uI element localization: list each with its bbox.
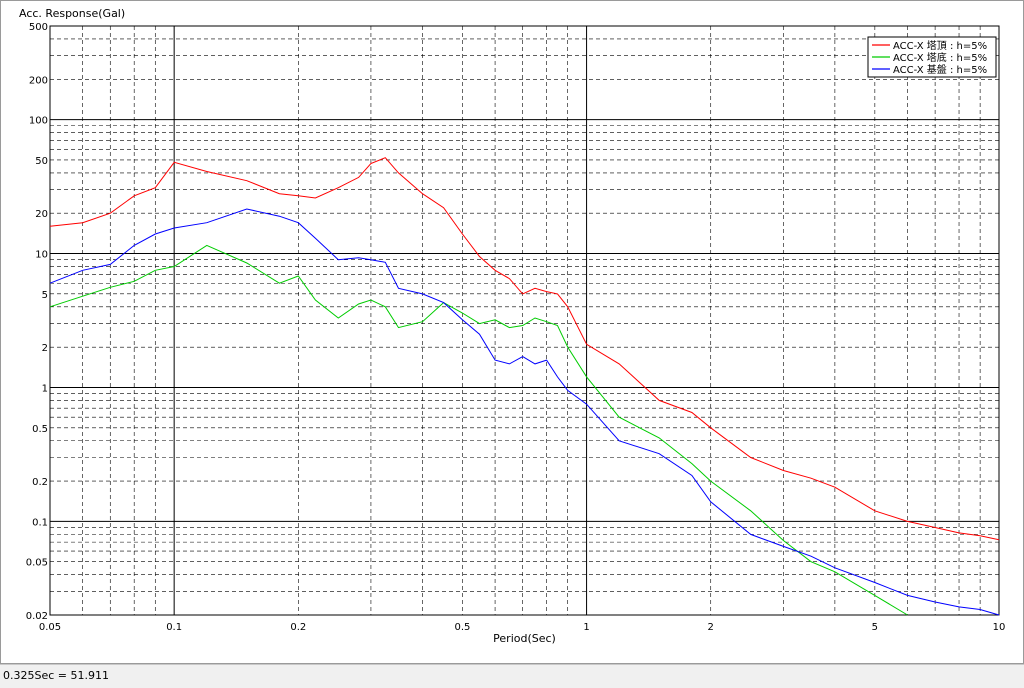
- y-tick-label: 20: [35, 209, 48, 220]
- y-tick-label: 2: [42, 343, 48, 354]
- y-tick-label: 0.02: [26, 611, 48, 622]
- y-tick-label: 1: [42, 383, 48, 394]
- y-tick-label: 200: [29, 75, 48, 86]
- y-tick-labels: 500 200 100 50 20 10 5 2 1 0.5 0.2 0.1 0.05 0.02: [26, 22, 48, 622]
- legend-entry: ACC-X 塔頂 : h=5%: [893, 39, 987, 52]
- y-tick-label: 100: [29, 116, 48, 127]
- x-axis-title: Period(Sec): [493, 632, 556, 645]
- x-tick-label: 0.05: [39, 622, 61, 633]
- y-tick-label: 500: [29, 22, 48, 33]
- y-tick-label: 0.5: [32, 424, 48, 435]
- y-tick-label: 5: [42, 290, 48, 301]
- y-tick-label: 50: [35, 156, 48, 167]
- legend: ACC-X 塔頂 : h=5%ACC-X 塔底 : h=5%ACC-X 基盤 :…: [867, 36, 997, 78]
- series-layer: [49, 157, 1000, 616]
- legend-entry: ACC-X 基盤 : h=5%: [893, 63, 987, 76]
- x-tick-label: 10: [993, 622, 1006, 633]
- x-tick-labels: 0.05 0.1 0.2 0.5 1 2 5 10: [39, 622, 1006, 633]
- minor-grid: [49, 25, 999, 616]
- y-axis-title: Acc. Response(Gal): [19, 7, 125, 20]
- x-tick-label: 0.5: [454, 622, 470, 633]
- y-tick-label: 0.2: [32, 477, 48, 488]
- x-tick-label: 5: [872, 622, 878, 633]
- x-tick-label: 1: [583, 622, 589, 633]
- series-line-3: [49, 208, 1000, 616]
- x-tick-label: 0.1: [166, 622, 182, 633]
- legend-box: [867, 36, 997, 78]
- plot-area: [49, 25, 1000, 616]
- y-tick-label: 10: [35, 250, 48, 261]
- x-tick-label: 0.2: [290, 622, 306, 633]
- series-line-1: [49, 157, 1000, 541]
- major-grid: [50, 26, 1000, 615]
- legend-entry: ACC-X 塔底 : h=5%: [893, 51, 987, 64]
- y-tick-label: 0.1: [32, 517, 48, 528]
- y-tick-label: 0.05: [26, 558, 48, 569]
- status-readout: 0.325Sec = 51.911: [3, 669, 109, 682]
- series-line-2: [49, 244, 908, 616]
- x-tick-label: 2: [708, 622, 714, 633]
- chart-window: 500 200 100 50 20 10 5 2 1 0.5 0.2 0.1 0.05 0.02 0.05…: [0, 0, 1024, 664]
- status-bar: 0.325Sec = 51.911: [0, 664, 1024, 688]
